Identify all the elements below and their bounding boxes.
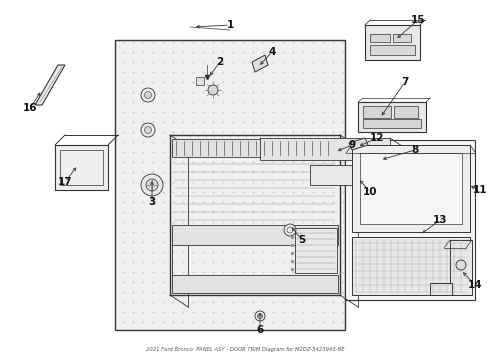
Bar [363,106,391,118]
Circle shape [258,314,263,319]
Text: 3: 3 [148,197,156,207]
Bar [310,165,380,185]
Bar [363,119,421,128]
Circle shape [146,179,158,191]
Bar [358,102,426,132]
Bar [368,146,398,168]
Circle shape [208,85,218,95]
Bar [365,25,420,60]
Circle shape [145,91,151,99]
Text: 5: 5 [298,235,306,245]
Bar [295,228,337,273]
Polygon shape [35,65,65,105]
Text: 15: 15 [411,15,425,25]
Text: 7: 7 [401,77,409,87]
Polygon shape [252,55,268,72]
Circle shape [141,174,163,196]
Bar [352,237,470,295]
Polygon shape [349,138,368,150]
Text: 2021 Ford Bronco  PANEL ASY - DOOR TRIM Diagram for M2DZ-5423943-BE: 2021 Ford Bronco PANEL ASY - DOOR TRIM D… [146,347,344,352]
Bar [115,40,345,330]
Bar [352,145,470,232]
Text: 13: 13 [433,215,447,225]
Text: 2: 2 [217,57,223,67]
Circle shape [141,88,155,102]
Bar [172,275,338,293]
Text: 4: 4 [269,47,276,57]
Bar [196,77,204,85]
Text: 11: 11 [473,185,487,195]
Bar [450,240,472,295]
Circle shape [456,260,466,270]
Text: 14: 14 [467,280,482,290]
Circle shape [141,123,155,137]
Bar [260,138,390,160]
Circle shape [255,311,265,321]
Polygon shape [55,145,108,190]
Bar [360,153,462,224]
Text: 1: 1 [226,20,234,30]
Circle shape [145,126,151,134]
Circle shape [284,224,296,236]
Bar [172,139,338,157]
Text: 8: 8 [412,145,418,155]
Bar [345,140,475,300]
Bar [370,34,390,42]
Bar [172,225,338,245]
Text: 9: 9 [348,140,356,150]
Text: 16: 16 [23,103,37,113]
Bar [430,283,452,295]
Bar [60,150,103,185]
Text: 6: 6 [256,325,264,335]
Text: 10: 10 [363,187,377,197]
Text: 17: 17 [58,177,73,187]
Bar [370,45,415,55]
Text: 12: 12 [370,133,384,143]
Bar [394,106,418,118]
Bar [393,34,411,42]
